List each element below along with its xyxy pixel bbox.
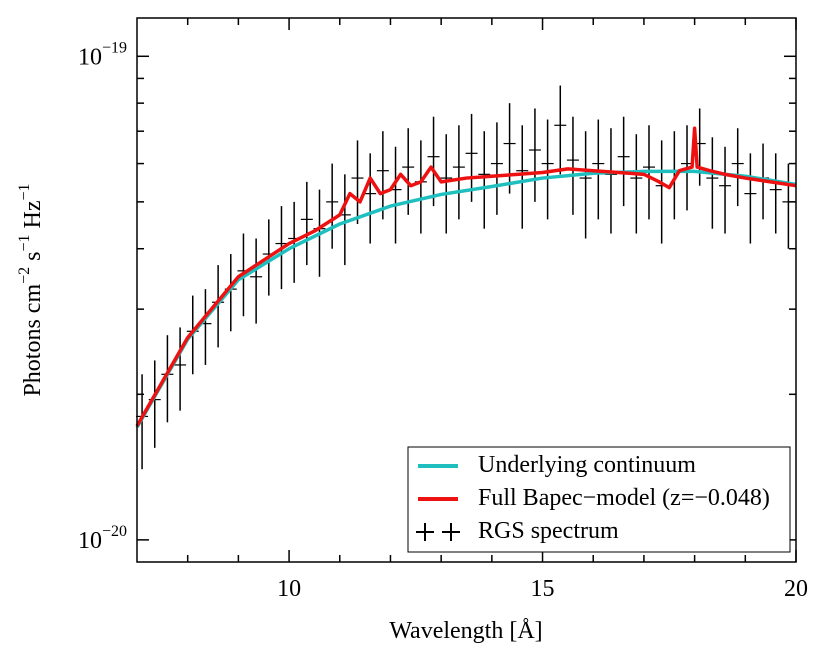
y-axis-label: Photons cm−2 s−1 Hz−1 — [16, 183, 46, 396]
y-label-exponent: −1 — [16, 183, 33, 200]
y-label-text: Photons cm — [20, 284, 46, 397]
legend-box — [407, 446, 791, 553]
x-tick-label: 10 — [277, 576, 301, 602]
x-tick-label: 20 — [784, 576, 808, 602]
y-label-text: Hz — [20, 200, 46, 234]
y-tick-label: 10−19 — [78, 39, 127, 70]
y-tick-base: 10 — [78, 44, 102, 70]
legend-label: Full Bapec−model (z=−0.048) — [478, 485, 770, 511]
y-label-exponent: −2 — [16, 267, 33, 284]
x-axis-label: Wavelength [Å] — [389, 618, 542, 644]
model-line — [135, 169, 797, 429]
legend-label: RGS spectrum — [478, 518, 619, 544]
y-tick-base: 10 — [78, 528, 102, 554]
plot-frame — [136, 17, 797, 563]
y-label-text: s — [20, 251, 46, 266]
y-tick-exponent: −20 — [102, 523, 127, 540]
x-tick-label: 15 — [531, 576, 555, 602]
y-tick-exponent: −19 — [102, 39, 127, 56]
legend-label: Underlying continuum — [478, 452, 696, 478]
y-tick-label: 10−20 — [78, 523, 127, 554]
y-label-exponent: −1 — [16, 234, 33, 251]
model-line — [135, 126, 797, 427]
